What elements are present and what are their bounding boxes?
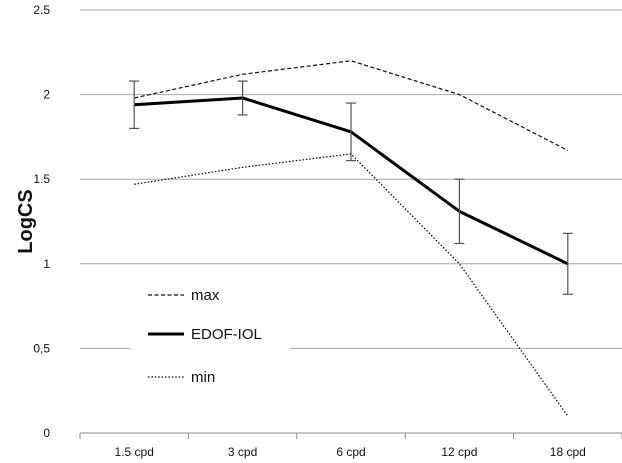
y-tick-label: 2: [43, 88, 50, 102]
y-tick-label: 0,5: [33, 341, 50, 355]
x-axis-tick-labels: 1.5 cpd 3 cpd 6 cpd 12 cpd 18 cpd: [115, 445, 586, 459]
x-tick-label: 6 cpd: [336, 445, 365, 459]
series-edof-iol: [129, 81, 573, 294]
legend-label: EDOF-IOL: [191, 326, 262, 343]
x-axis-ticks: [80, 433, 622, 439]
legend: max EDOF-IOL min: [130, 276, 290, 396]
error-bar: [454, 179, 464, 243]
x-tick-label: 12 cpd: [441, 445, 477, 459]
x-tick-label: 18 cpd: [550, 445, 586, 459]
legend-label: max: [191, 287, 220, 304]
y-tick-label: 1.5: [33, 172, 50, 186]
x-tick-label: 1.5 cpd: [115, 445, 154, 459]
x-tick-label: 3 cpd: [228, 445, 257, 459]
y-tick-label: 2.5: [33, 3, 50, 17]
y-axis-title: LogCS: [15, 189, 37, 253]
y-tick-label: 0: [43, 426, 50, 440]
legend-label: min: [191, 369, 215, 386]
y-tick-label: 1: [43, 257, 50, 271]
